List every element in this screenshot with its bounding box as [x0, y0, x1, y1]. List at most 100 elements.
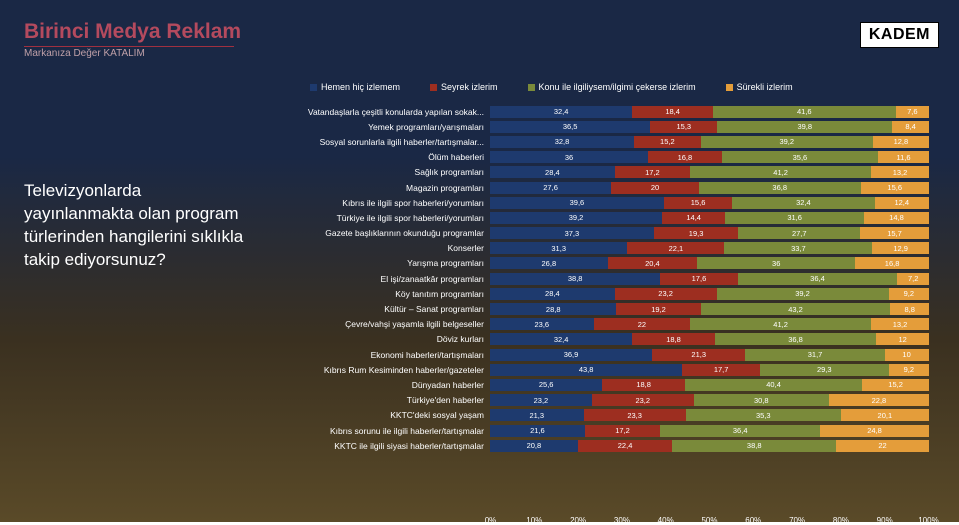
bar-segment: 9,2 — [889, 364, 929, 376]
row-label: Döviz kurları — [270, 334, 490, 344]
row-label: KKTC ile ilgili siyasi haberler/tartışma… — [270, 441, 490, 451]
legend-label: Konu ile ilgiliysem/ilgimi çekerse izler… — [539, 82, 696, 92]
bar-area: 20,822,438,822 — [490, 440, 929, 452]
bar-segment: 38,8 — [672, 440, 836, 452]
legend-item: Hemen hiç izlemem — [310, 82, 400, 92]
bar-segment: 21,6 — [490, 425, 585, 437]
bar-area: 21,323,335,320,1 — [490, 409, 929, 421]
bar-segment: 17,6 — [660, 273, 737, 285]
chart-row: Magazin programları27,62036,815,6 — [270, 180, 929, 195]
chart-row: Köy tanıtım programları28,423,239,29,2 — [270, 286, 929, 301]
bar-segment: 30,8 — [694, 394, 829, 406]
bar-segment: 8,4 — [892, 121, 929, 133]
chart-row: Gazete başlıklarının okunduğu programlar… — [270, 226, 929, 241]
bar-segment: 32,8 — [490, 136, 634, 148]
bar-segment: 17,7 — [682, 364, 760, 376]
bar-segment: 28,4 — [490, 166, 615, 178]
bar-segment: 41,6 — [713, 106, 896, 118]
bar-segment: 36,8 — [715, 333, 877, 345]
bar-area: 43,817,729,39,2 — [490, 364, 929, 376]
chart-row: Vatandaşlarla çeşitli konularda yapılan … — [270, 104, 929, 119]
bar-segment: 20,4 — [608, 257, 698, 269]
bar-segment: 23,2 — [615, 288, 717, 300]
bar-area: 38,817,636,47,2 — [490, 273, 929, 285]
bar-segment: 36,5 — [490, 121, 650, 133]
bar-segment: 13,2 — [871, 318, 929, 330]
bar-segment: 19,2 — [616, 303, 700, 315]
legend-item: Seyrek izlerim — [430, 82, 498, 92]
bar-segment: 28,8 — [490, 303, 616, 315]
bar-area: 23,62241,213,2 — [490, 318, 929, 330]
bar-segment: 39,2 — [701, 136, 873, 148]
bar-area: 36,515,339,88,4 — [490, 121, 929, 133]
bar-segment: 39,2 — [717, 288, 889, 300]
bar-segment: 20 — [611, 182, 699, 194]
bar-segment: 15,2 — [634, 136, 701, 148]
row-label: Magazin programları — [270, 183, 490, 193]
legend-swatch — [528, 84, 535, 91]
bar-segment: 23,2 — [592, 394, 694, 406]
question-text: Televizyonlarda yayınlanmakta olan progr… — [24, 180, 249, 272]
bar-segment: 29,3 — [760, 364, 889, 376]
row-label: Sosyal sorunlarla ilgili haberler/tartış… — [270, 137, 490, 147]
bar-segment: 15,2 — [862, 379, 929, 391]
bar-segment: 11,6 — [878, 151, 929, 163]
row-label: Yemek programları/yarışmaları — [270, 122, 490, 132]
chart-row: KKTC'deki sosyal yaşam21,323,335,320,1 — [270, 408, 929, 423]
chart-row: KKTC ile ilgili siyasi haberler/tartışma… — [270, 438, 929, 453]
bar-segment: 36,4 — [660, 425, 820, 437]
bar-segment: 24,8 — [820, 425, 929, 437]
legend-item: Sürekli izlerim — [726, 82, 793, 92]
chart-row: Sosyal sorunlarla ilgili haberler/tartış… — [270, 134, 929, 149]
bar-segment: 7,6 — [896, 106, 929, 118]
bar-segment: 43,2 — [701, 303, 891, 315]
bar-segment: 12 — [876, 333, 929, 345]
bar-segment: 28,4 — [490, 288, 615, 300]
chart-row: Kültür – Sanat programları28,819,243,28,… — [270, 301, 929, 316]
bar-segment: 15,6 — [861, 182, 929, 194]
row-label: Ekonomi haberleri/tartışmaları — [270, 350, 490, 360]
row-label: Kıbrıs Rum Kesiminden haberler/gazeteler — [270, 365, 490, 375]
row-label: Kıbrıs sorunu ile ilgili haberler/tartış… — [270, 426, 490, 436]
bar-segment: 10 — [885, 349, 929, 361]
bar-segment: 36,4 — [738, 273, 898, 285]
bar-segment: 31,6 — [725, 212, 864, 224]
row-label: El işi/zanaatkâr programları — [270, 274, 490, 284]
chart-row: Ölüm haberleri3616,835,611,6 — [270, 150, 929, 165]
bar-segment: 35,3 — [686, 409, 841, 421]
brand-underline — [24, 46, 234, 47]
bar-segment: 27,6 — [490, 182, 611, 194]
chart-row: Dünyadan haberler25,618,840,415,2 — [270, 377, 929, 392]
legend-label: Hemen hiç izlemem — [321, 82, 400, 92]
bar-segment: 20,1 — [841, 409, 929, 421]
bar-segment: 14,8 — [864, 212, 929, 224]
bar-area: 36,921,331,710 — [490, 349, 929, 361]
bar-segment: 36,8 — [699, 182, 861, 194]
row-label: Yarışma programları — [270, 258, 490, 268]
bar-segment: 20,8 — [490, 440, 578, 452]
bar-segment: 15,7 — [860, 227, 929, 239]
bar-segment: 18,4 — [632, 106, 713, 118]
legend-label: Sürekli izlerim — [737, 82, 793, 92]
bar-area: 32,418,441,67,6 — [490, 106, 929, 118]
chart-row: El işi/zanaatkâr programları38,817,636,4… — [270, 271, 929, 286]
bar-segment: 32,4 — [732, 197, 874, 209]
bar-segment: 19,3 — [654, 227, 739, 239]
bar-area: 28,417,241,213,2 — [490, 166, 929, 178]
chart-row: Türkiye ile ilgili spor haberleri/yoruml… — [270, 210, 929, 225]
bar-segment: 8,8 — [890, 303, 929, 315]
bar-segment: 18,8 — [632, 333, 715, 345]
bar-segment: 41,2 — [690, 166, 871, 178]
bar-segment: 17,2 — [585, 425, 661, 437]
row-label: Gazete başlıklarının okunduğu programlar — [270, 228, 490, 238]
bar-segment: 23,3 — [584, 409, 686, 421]
bar-segment: 9,2 — [889, 288, 929, 300]
bar-segment: 12,4 — [875, 197, 929, 209]
bar-area: 23,223,230,822,8 — [490, 394, 929, 406]
bar-area: 37,319,327,715,7 — [490, 227, 929, 239]
bar-segment: 37,3 — [490, 227, 654, 239]
bar-segment: 12,8 — [873, 136, 929, 148]
chart-legend: Hemen hiç izlemem Seyrek izlerim Konu ile … — [310, 82, 929, 92]
bar-segment: 17,2 — [615, 166, 691, 178]
bar-segment: 31,7 — [745, 349, 884, 361]
